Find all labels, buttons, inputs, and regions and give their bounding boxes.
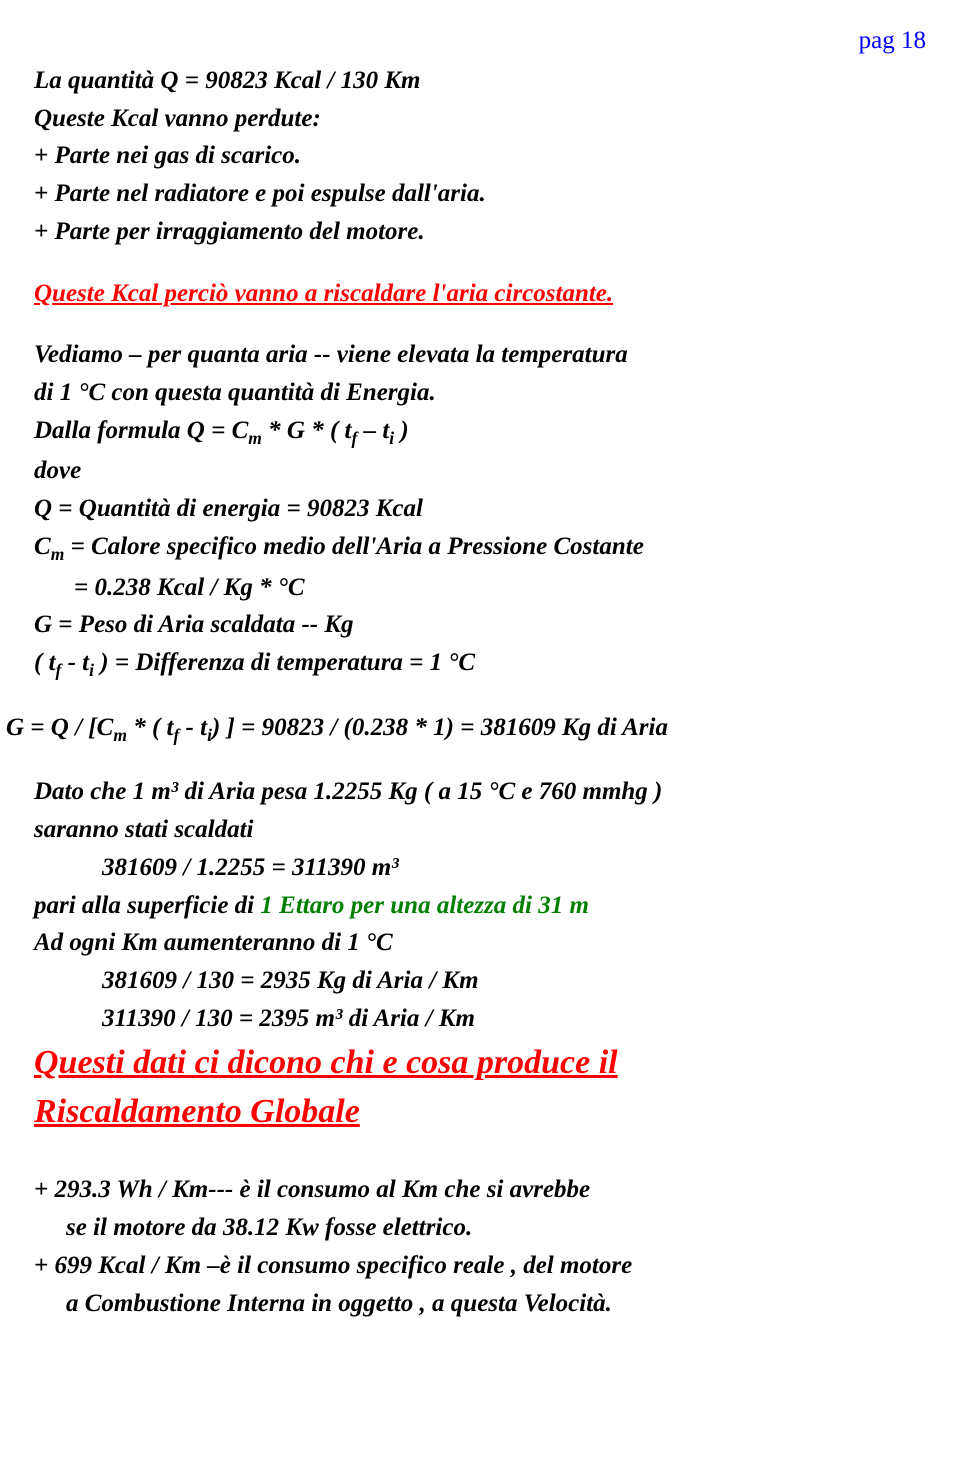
line-gas: + Parte nei gas di scarico. [34,139,926,173]
line-formula: Dalla formula Q = Cm * G * ( tf – ti ) [34,414,926,451]
line-calc2: 381609 / 1.2255 = 311390 m³ [34,851,926,885]
line-irraggiamento: + Parte per irraggiamento del motore. [34,215,926,249]
line-adogni: Ad ogni Km aumenteranno di 1 °C [34,926,926,960]
line-diff: ( tf - ti ) = Differenza di temperatura … [34,646,926,683]
line-wh: + 293.3 Wh / Km--- è il consumo al Km ch… [34,1173,926,1207]
line-perkm1: 381609 / 130 = 2935 Kg di Aria / Km [34,964,926,998]
page-number: pag 18 [34,24,926,58]
line-calc: G = Q / [Cm * ( tf - ti) ] = 90823 / (0.… [6,711,926,748]
line-pari: pari alla superficie di 1 Ettaro per una… [34,889,926,923]
line-q: Q = Quantità di energia = 90823 Kcal [34,492,926,526]
line-vediamo: Vediamo – per quanta aria -- viene eleva… [34,338,926,372]
line-perkm2: 311390 / 130 = 2395 m³ di Aria / Km [34,1002,926,1036]
line-cm: Cm = Calore specifico medio dell'Aria a … [34,530,926,567]
line-combustione: a Combustione Interna in oggetto , a que… [34,1287,926,1321]
line-red-questi1: Questi dati ci dicono chi e cosa produce… [34,1040,926,1086]
line-saranno: saranno stati scaldati [34,813,926,847]
line-kcal: + 699 Kcal / Km –è il consumo specifico … [34,1249,926,1283]
line-di1c: di 1 °C con questa quantità di Energia. [34,376,926,410]
line-radiatore: + Parte nel radiatore e poi espulse dall… [34,177,926,211]
line-quantity: La quantità Q = 90823 Kcal / 130 Km [34,64,926,98]
line-cm-value: = 0.238 Kcal / Kg * °C [34,571,926,605]
line-dato: Dato che 1 m³ di Aria pesa 1.2255 Kg ( a… [34,775,926,809]
line-red-riscaldare: Queste Kcal perciò vanno a riscaldare l'… [34,277,926,311]
line-seil: se il motore da 38.12 Kw fosse elettrico… [34,1211,926,1245]
line-g: G = Peso di Aria scaldata -- Kg [34,608,926,642]
line-red-questi2: Riscaldamento Globale [34,1089,926,1135]
line-dove: dove [34,454,926,488]
line-perdute: Queste Kcal vanno perdute: [34,102,926,136]
